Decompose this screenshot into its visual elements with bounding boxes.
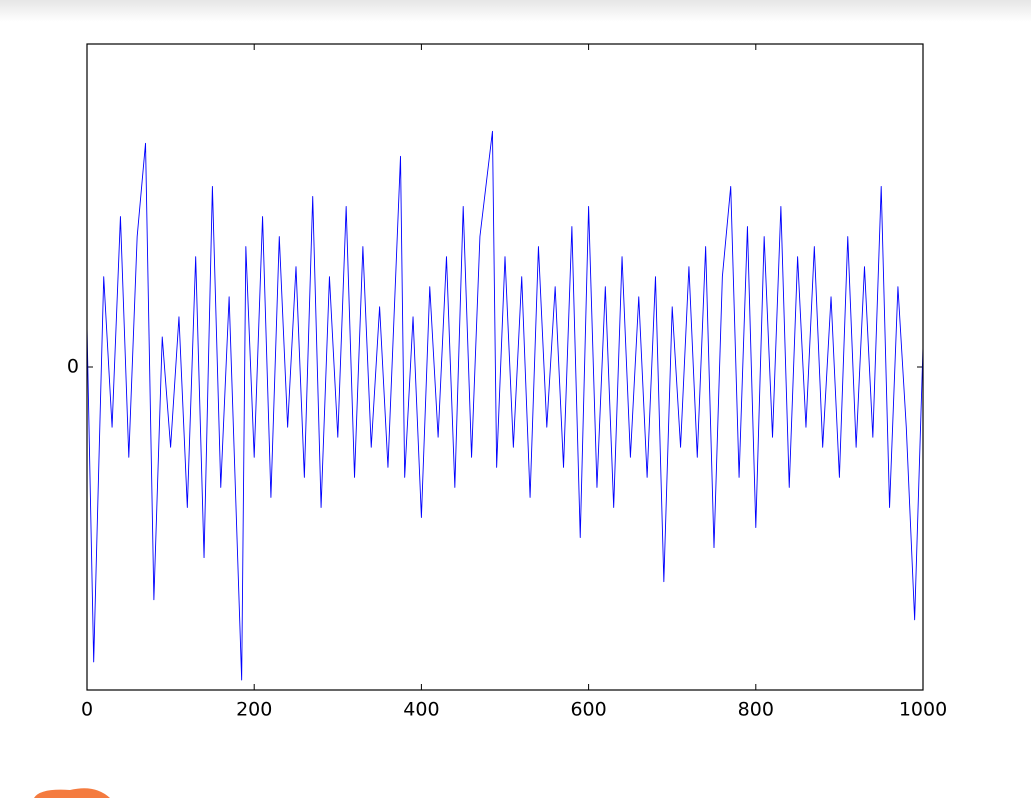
x-tick-label: 200 [236, 699, 272, 721]
x-tick-label: 0 [81, 699, 93, 721]
axes-frame [86, 43, 924, 691]
plot-area: 0 200 400 600 800 1000 0 [67, 44, 947, 721]
x-tick-label: 800 [738, 699, 774, 721]
x-tick-label: 600 [570, 699, 606, 721]
series-line [86, 130, 924, 681]
top-shadow [0, 0, 1031, 22]
x-tick-label: 1000 [899, 699, 947, 721]
x-tick-label: 400 [403, 699, 439, 721]
corner-blob [34, 788, 110, 798]
y-tick-label: 0 [67, 356, 79, 378]
